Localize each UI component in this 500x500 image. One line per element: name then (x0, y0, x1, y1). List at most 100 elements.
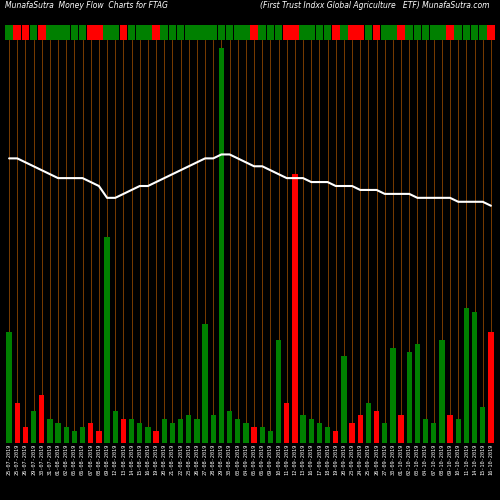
Bar (398, 415, 404, 442)
Text: 29-08-2019: 29-08-2019 (219, 444, 224, 475)
Text: 23-08-2019: 23-08-2019 (186, 444, 191, 475)
Text: 18-09-2019: 18-09-2019 (325, 444, 330, 475)
Bar (244, 423, 248, 442)
Text: 06-08-2019: 06-08-2019 (80, 444, 85, 475)
Text: 16-09-2019: 16-09-2019 (308, 444, 314, 475)
Bar (56, 423, 60, 442)
Bar (31, 411, 36, 442)
Text: 27-08-2019: 27-08-2019 (202, 444, 207, 475)
Bar (382, 423, 388, 442)
Bar (88, 423, 94, 442)
Bar (324, 25, 332, 40)
Bar (112, 411, 118, 442)
Text: 08-08-2019: 08-08-2019 (96, 444, 102, 475)
Text: 24-09-2019: 24-09-2019 (358, 444, 362, 475)
Bar (300, 25, 307, 40)
Bar (14, 403, 20, 442)
Text: 26-08-2019: 26-08-2019 (194, 444, 200, 475)
Bar (430, 25, 438, 40)
Text: 25-07-2019: 25-07-2019 (6, 444, 12, 475)
Bar (479, 25, 486, 40)
Text: 20-08-2019: 20-08-2019 (162, 444, 167, 475)
Text: 20-09-2019: 20-09-2019 (342, 444, 346, 475)
Bar (283, 25, 290, 40)
Text: 17-09-2019: 17-09-2019 (317, 444, 322, 475)
Bar (64, 426, 69, 442)
Bar (448, 415, 452, 442)
Bar (48, 419, 52, 442)
Bar (454, 25, 462, 40)
Bar (422, 25, 430, 40)
Text: (First Trust Indxx Global Agriculture   ETF) MunafaSutra.com: (First Trust Indxx Global Agriculture ET… (260, 1, 490, 10)
Bar (128, 25, 136, 40)
Bar (381, 25, 388, 40)
Text: 16-08-2019: 16-08-2019 (146, 444, 150, 475)
Bar (194, 419, 200, 442)
Text: MunafaSutra  Money Flow  Charts for FTAG: MunafaSutra Money Flow Charts for FTAG (5, 1, 168, 10)
Text: 13-08-2019: 13-08-2019 (121, 444, 126, 475)
Bar (438, 25, 446, 40)
Bar (398, 25, 405, 40)
Bar (333, 430, 338, 442)
Text: 03-09-2019: 03-09-2019 (236, 444, 240, 475)
Text: 08-10-2019: 08-10-2019 (440, 444, 444, 475)
Bar (202, 25, 209, 40)
Text: 02-08-2019: 02-08-2019 (64, 444, 69, 475)
Bar (160, 25, 168, 40)
Bar (104, 238, 110, 442)
Bar (146, 426, 150, 442)
Bar (54, 25, 62, 40)
Bar (137, 423, 142, 442)
Text: 28-08-2019: 28-08-2019 (211, 444, 216, 475)
Bar (62, 25, 70, 40)
Bar (266, 25, 274, 40)
Bar (350, 423, 354, 442)
Bar (136, 25, 143, 40)
Text: 06-09-2019: 06-09-2019 (260, 444, 265, 475)
Bar (471, 25, 478, 40)
Bar (242, 25, 250, 40)
Text: 16-10-2019: 16-10-2019 (488, 444, 494, 475)
Bar (168, 25, 176, 40)
Bar (300, 415, 306, 442)
Bar (292, 174, 298, 442)
Bar (30, 25, 38, 40)
Bar (462, 25, 470, 40)
Text: 10-10-2019: 10-10-2019 (456, 444, 460, 475)
Text: 14-08-2019: 14-08-2019 (129, 444, 134, 475)
Text: 31-07-2019: 31-07-2019 (48, 444, 52, 475)
Text: 13-09-2019: 13-09-2019 (300, 444, 306, 475)
Text: 26-09-2019: 26-09-2019 (374, 444, 379, 475)
Text: 10-09-2019: 10-09-2019 (276, 444, 281, 475)
Text: 09-10-2019: 09-10-2019 (448, 444, 452, 475)
Bar (23, 426, 28, 442)
Bar (291, 25, 298, 40)
Bar (226, 25, 234, 40)
Text: 07-10-2019: 07-10-2019 (431, 444, 436, 475)
Text: 05-09-2019: 05-09-2019 (252, 444, 256, 475)
Text: 30-07-2019: 30-07-2019 (39, 444, 44, 475)
Bar (275, 25, 282, 40)
Bar (414, 25, 421, 40)
Bar (464, 308, 469, 442)
Bar (440, 340, 444, 442)
Bar (210, 25, 217, 40)
Bar (316, 25, 323, 40)
Bar (185, 25, 192, 40)
Bar (193, 25, 200, 40)
Bar (219, 48, 224, 442)
Bar (406, 352, 412, 442)
Text: 12-08-2019: 12-08-2019 (112, 444, 118, 475)
Bar (340, 25, 347, 40)
Bar (46, 25, 54, 40)
Bar (14, 25, 21, 40)
Text: 26-07-2019: 26-07-2019 (23, 444, 28, 475)
Bar (472, 312, 477, 442)
Bar (325, 426, 330, 442)
Bar (431, 423, 436, 442)
Text: 30-08-2019: 30-08-2019 (227, 444, 232, 475)
Bar (87, 25, 94, 40)
Bar (129, 419, 134, 442)
Bar (308, 419, 314, 442)
Bar (366, 403, 371, 442)
